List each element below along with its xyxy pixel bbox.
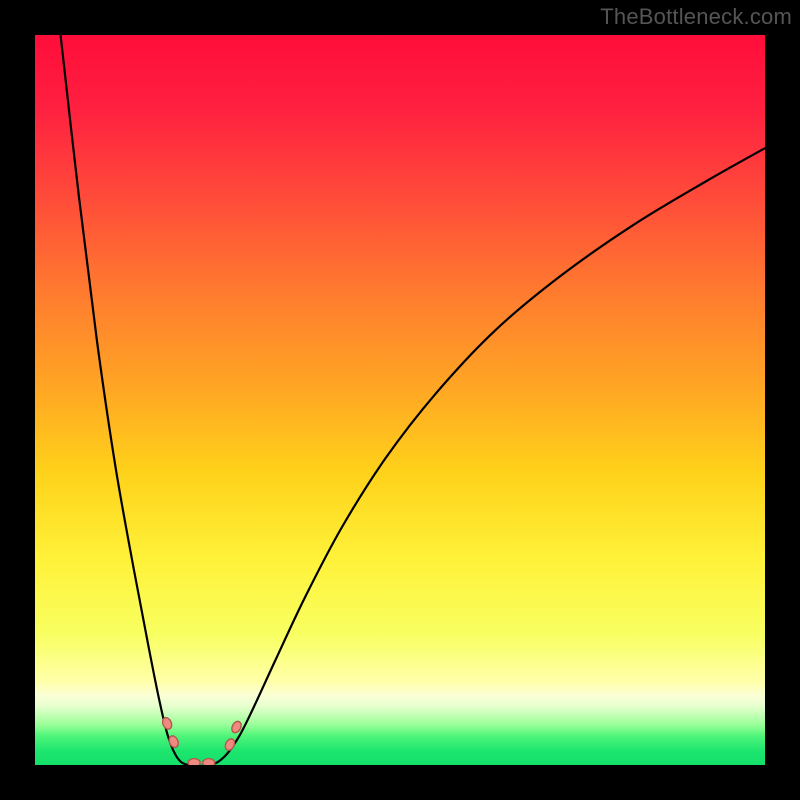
curve-marker-2 [188,759,200,765]
plot-svg [35,35,765,765]
gradient-background [35,35,765,765]
watermark-text: TheBottleneck.com [600,4,792,30]
plot-area [35,35,765,765]
curve-marker-3 [203,759,215,765]
